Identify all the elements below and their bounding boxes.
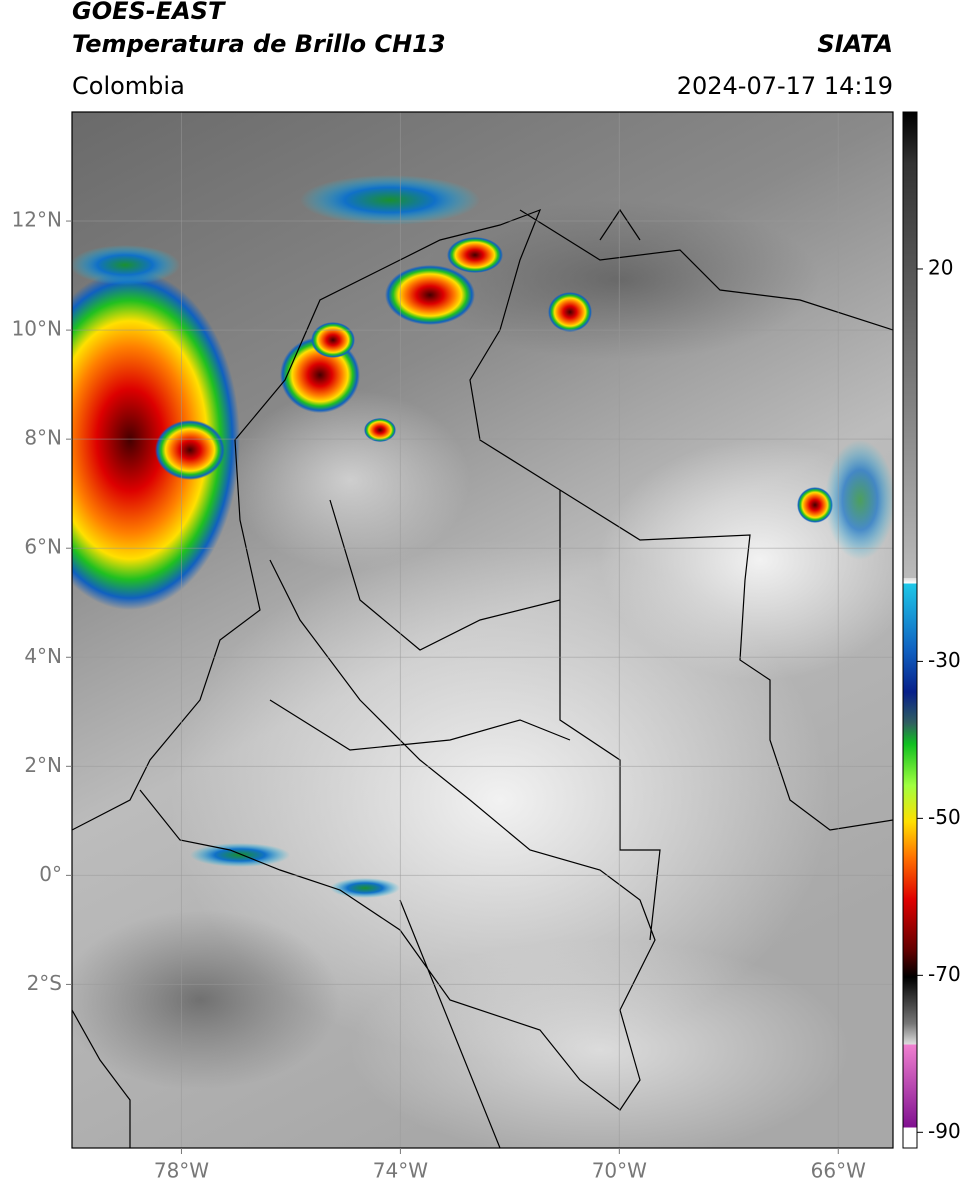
lat-tick-label: 6°N [24, 535, 62, 559]
axes: 78°W 74°W 70°W 66°W 12°N 10°N 8°N 6°N 4°N 2°N 0° 2°… [12, 208, 961, 1183]
lon-tick-label: 70°W [592, 1159, 647, 1183]
colorbar-tick-label: -90 [928, 1119, 961, 1143]
colorbar-tick-label: -30 [928, 648, 961, 672]
datetime: 2024-07-17 14:19 [677, 72, 893, 100]
subtitle: Temperatura de Brillo CH13 [72, 30, 446, 58]
lat-tick-label: 4°N [24, 644, 62, 668]
satellite-image [72, 112, 893, 1148]
grid [72, 112, 893, 1148]
region: Colombia [72, 72, 185, 100]
lat-tick-label: 0° [39, 862, 62, 886]
lon-tick-label: 78°W [154, 1159, 209, 1183]
colorbar [902, 111, 918, 1149]
title: GOES-EAST [72, 0, 226, 25]
map-frame [71, 111, 894, 1149]
lat-tick-label: 2°N [24, 753, 62, 777]
lon-tick-label: 66°W [811, 1159, 866, 1183]
lat-tick-label: 8°N [24, 426, 62, 450]
lat-tick-label: 12°N [12, 208, 62, 232]
lon-tick-label: 74°W [373, 1159, 428, 1183]
colorbar-tick-label: 20 [928, 255, 953, 279]
source: SIATA [817, 30, 893, 58]
lat-tick-label: 10°N [12, 317, 62, 341]
lat-tick-label: 2°S [27, 971, 62, 995]
colorbar-tick-label: -70 [928, 962, 961, 986]
colorbar-tick-label: -50 [928, 805, 961, 829]
